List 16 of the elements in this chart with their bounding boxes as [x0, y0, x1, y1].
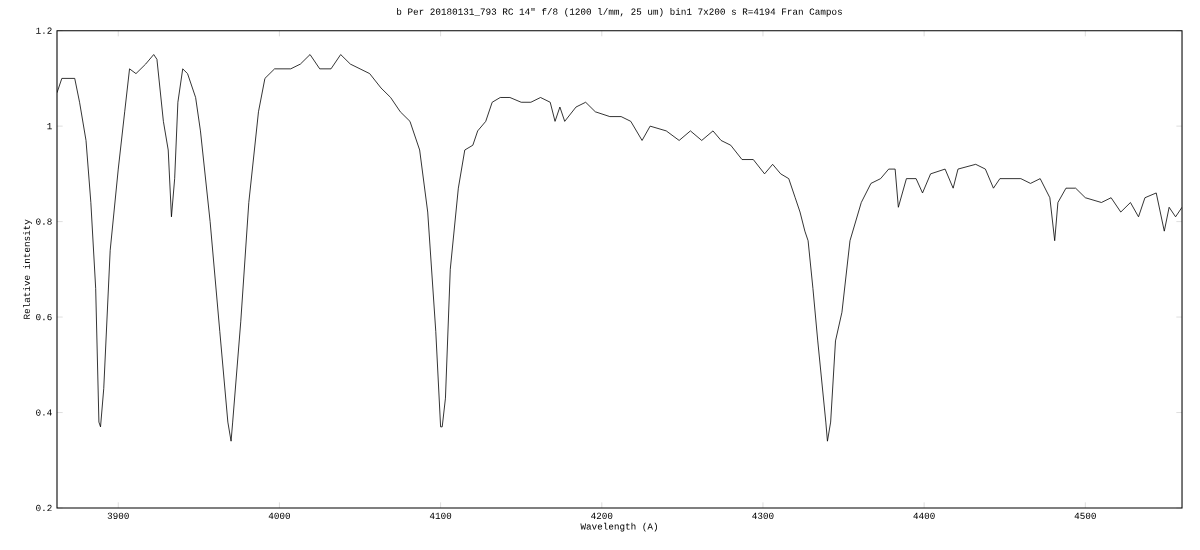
x-tick-label: 4300	[752, 512, 774, 519]
x-tick-label: 4500	[1074, 512, 1096, 519]
x-tick-label: 4200	[591, 512, 613, 519]
y-tick-label: 1	[47, 123, 52, 130]
x-tick-label: 4000	[268, 512, 290, 519]
y-tick-label: 1.2	[36, 27, 52, 34]
x-axis-title: Wavelength (A)	[580, 522, 657, 532]
y-axis-title: Relative intensity	[23, 219, 32, 319]
chart-title: b Per 20180131_793 RC 14" f/8 (1200 l/mm, 25 um) bin1 7x200 s R=4194 Fran Campos	[397, 8, 842, 17]
y-tick-label: 0.6	[36, 313, 52, 321]
y-tick-label: 0.8	[36, 218, 52, 225]
y-tick-label: 0.2	[36, 504, 52, 512]
x-tick-label: 4100	[429, 512, 452, 519]
x-tick-label: 4400	[913, 512, 935, 519]
x-tick-label: 3900	[107, 512, 129, 519]
y-tick-label: 0.4	[36, 409, 52, 416]
